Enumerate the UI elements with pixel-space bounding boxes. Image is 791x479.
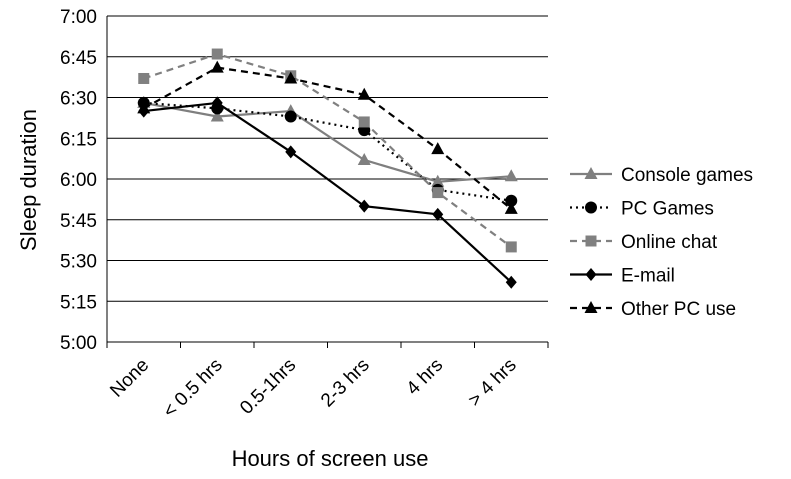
series-line-console-games <box>143 101 512 183</box>
data-point-e-mail <box>505 275 517 289</box>
legend-label: PC Games <box>621 199 714 220</box>
data-point-online-chat <box>358 116 370 128</box>
x-tick-label: > 4 hrs <box>464 355 520 411</box>
series-other-pc-use <box>137 60 518 214</box>
series-online-chat <box>138 48 517 253</box>
y-axis-tick-labels: 5:00 5:15 5:30 5:45 6:00 6:15 6:30 6:45 7:00 <box>60 7 97 354</box>
data-point-console-games <box>504 169 518 182</box>
data-point-e-mail <box>358 199 370 213</box>
data-point-console-games <box>357 152 371 165</box>
legend-label: Online chat <box>621 232 718 253</box>
data-point-console-games <box>431 174 445 187</box>
y-tick-label: 5:30 <box>60 252 97 273</box>
series-console-games <box>137 95 518 187</box>
data-point-online-chat <box>138 72 150 84</box>
legend-marker <box>585 268 597 281</box>
data-point-online-chat <box>505 241 517 253</box>
legend-marker <box>585 201 597 214</box>
data-point-e-mail <box>211 96 223 110</box>
x-axis-title: Hours of screen use <box>232 446 429 471</box>
data-point-pc-games <box>284 110 297 123</box>
y-tick-label: 6:45 <box>60 48 97 69</box>
data-point-other-pc-use <box>504 201 518 214</box>
y-axis-title: Sleep duration <box>16 109 41 251</box>
y-tick-label: 6:30 <box>60 89 97 110</box>
legend-item-console-games: Console games <box>570 165 753 186</box>
y-tick-label: 5:15 <box>60 292 97 313</box>
legend-marker <box>585 235 597 247</box>
x-tick-label: 4 hrs <box>403 355 448 400</box>
legend-item-e-mail: E-mail <box>570 266 675 287</box>
legend-item-online-chat: Online chat <box>570 232 718 253</box>
x-axis-tick-labels: None < 0.5 hrs 0.5-1hrs 2-3 hrs 4 hrs > 4 hrs <box>106 355 520 423</box>
series-line-e-mail <box>143 101 512 284</box>
y-tick-label: 7:00 <box>60 7 97 28</box>
data-point-pc-games <box>505 194 518 207</box>
x-tick-label: None <box>106 355 153 402</box>
data-point-console-games <box>210 109 224 122</box>
legend-label: Console games <box>621 165 753 186</box>
data-point-other-pc-use <box>284 71 298 84</box>
y-tick-label: 5:00 <box>60 333 97 354</box>
series-e-mail <box>138 96 517 289</box>
legend-marker <box>584 167 598 179</box>
x-tick-label: 0.5-1hrs <box>236 355 300 419</box>
data-point-online-chat <box>432 187 444 199</box>
data-point-online-chat <box>211 48 223 60</box>
legend-item-other-pc-use: Other PC use <box>570 299 736 320</box>
series-line-other-pc-use <box>143 66 512 210</box>
data-point-other-pc-use <box>357 87 371 100</box>
x-tick-label: < 0.5 hrs <box>159 355 227 423</box>
legend-label: E-mail <box>621 266 675 287</box>
data-point-other-pc-use <box>431 142 445 155</box>
legend-item-pc-games: PC Games <box>570 199 714 220</box>
legend-label: Other PC use <box>621 299 736 320</box>
series-line-online-chat <box>143 52 512 248</box>
gridlines <box>106 15 549 348</box>
series-line-pc-games <box>143 101 512 202</box>
series-lines <box>137 48 518 289</box>
legend: Console games PC Games Online chat E-mail Ot… <box>570 165 753 320</box>
y-tick-label: 6:00 <box>60 170 97 191</box>
y-tick-label: 5:45 <box>60 211 97 232</box>
data-point-other-pc-use <box>137 101 151 114</box>
data-point-e-mail <box>285 145 297 159</box>
data-point-other-pc-use <box>210 60 224 73</box>
y-tick-label: 6:15 <box>60 129 97 150</box>
data-point-e-mail <box>432 207 444 221</box>
x-tick-label: 2-3 hrs <box>317 355 374 412</box>
legend-marker <box>584 301 598 313</box>
